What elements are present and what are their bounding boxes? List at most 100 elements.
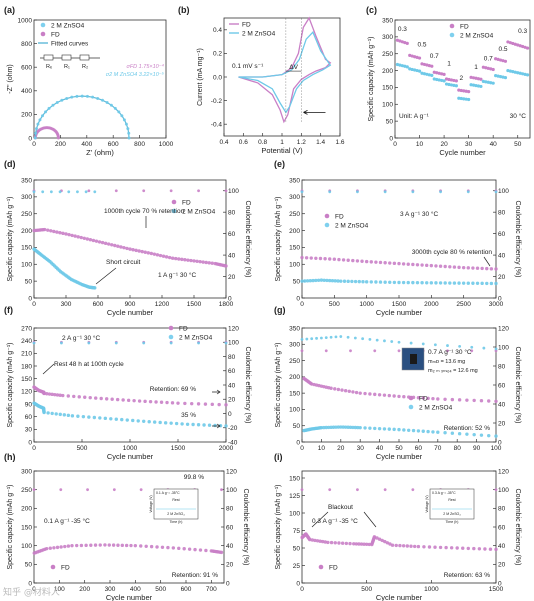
equivalent-circuit: Rₑ R₁ R₂ [40, 54, 100, 70]
x-tick-label: 500 [329, 301, 340, 308]
capacity-point [342, 279, 347, 283]
capacity-point [479, 433, 484, 437]
capacity-point [42, 410, 46, 415]
condition-label: 0.3 A g⁻¹ -35 °C [312, 517, 358, 525]
capacity-point [322, 425, 326, 430]
retention-label: 1000th cycle 70 % retention [104, 208, 185, 215]
capacity-point [487, 433, 491, 438]
rate-point [479, 77, 483, 81]
y2-tick-label: 0 [226, 580, 230, 587]
ce-point [112, 488, 116, 492]
capacity-point [457, 431, 462, 436]
rate-point [484, 66, 488, 70]
ce-point [76, 190, 79, 194]
capacity-point [339, 425, 343, 429]
capacity-point [79, 235, 83, 240]
capacity-point [330, 279, 335, 283]
capacity-point [158, 420, 162, 425]
legend-marker [449, 32, 455, 38]
capacity-point [372, 535, 377, 539]
capacity-point [133, 543, 138, 548]
capacity-point [368, 392, 372, 396]
capacity-point [191, 422, 195, 427]
capacity-point [406, 262, 410, 266]
short-circuit-label: Short circuit [106, 259, 141, 266]
x-tick-label: 900 [125, 301, 136, 308]
capacity-point [106, 242, 111, 246]
x-axis-label: Potential (V) [261, 146, 303, 155]
capacity-point [107, 543, 111, 547]
x-tick-label: 40 [376, 445, 384, 452]
y-tick-label: 0.4 [213, 27, 222, 34]
y2-tick-label: 40 [498, 252, 506, 259]
rate-point [447, 82, 451, 87]
retention-label: Retention: 63 % [444, 572, 490, 579]
y-tick-label: 100 [21, 262, 32, 269]
ce-point [494, 347, 498, 351]
capacity-point [84, 543, 88, 548]
ce-point [320, 336, 323, 340]
capacity-point [402, 395, 406, 399]
capacity-point [337, 541, 341, 545]
ce-point [300, 190, 304, 194]
y-tick-label: 200 [21, 112, 32, 119]
y2-tick-label: 60 [228, 368, 236, 375]
retention-ref-label: 35 % [181, 412, 196, 419]
capacity-point [125, 418, 129, 422]
legend-label: 2 M ZnSO4 [179, 335, 213, 342]
panel-letter: (f) [4, 305, 13, 315]
y-tick-label: 250 [289, 358, 300, 365]
annotation-arrow [483, 256, 491, 267]
y-tick-label: 150 [382, 85, 393, 92]
retention-label: Retention: 91 % [172, 572, 218, 579]
data-point [117, 110, 121, 114]
capacity-point [401, 280, 406, 285]
panel-letter: (h) [4, 452, 16, 462]
data-point [41, 114, 45, 118]
x-axis-label: Cycle number [376, 308, 423, 317]
y-axis-label: Specific capacity (mAh g⁻¹) [275, 343, 282, 428]
capacity-point [357, 542, 361, 546]
ce-point [41, 190, 45, 194]
x-tick-label: 1.6 [335, 139, 344, 146]
capacity-point [42, 391, 46, 396]
capacity-point [421, 429, 425, 433]
temp-label: 30 °C [510, 112, 527, 120]
y2-tick-label: 100 [498, 188, 509, 195]
x-tick-label: 0.8 [258, 139, 267, 146]
capacity-point [176, 401, 180, 405]
x-tick-label: 50 [514, 141, 522, 148]
scan-arrow [303, 110, 326, 115]
rate-point [523, 45, 527, 49]
capacity-point [224, 264, 228, 268]
x-axis-label: Cycle number [439, 148, 486, 157]
x-tick-label: 30 [357, 445, 365, 452]
capacity-point [331, 425, 336, 429]
y-tick-label: 250 [21, 487, 32, 494]
capacity-point [494, 399, 498, 403]
capacity-point [461, 265, 466, 270]
x-tick-label: 0 [300, 445, 304, 452]
ce-point [411, 190, 415, 194]
y-tick-label: 50 [25, 278, 33, 285]
annotation-arrow [311, 511, 329, 528]
capacity-point [300, 255, 304, 260]
panel-letter: (i) [274, 452, 283, 462]
rate-point [442, 72, 446, 76]
circuit-label: R₂ [82, 64, 88, 70]
capacity-point [358, 391, 362, 395]
capacity-point [494, 434, 498, 438]
capacity-point [111, 543, 116, 547]
capacity-point [73, 234, 77, 238]
x-tick-label: 200 [55, 141, 66, 148]
capacity-point [104, 397, 109, 401]
capacity-point [61, 231, 65, 236]
ce-point [353, 336, 357, 340]
capacity-point [46, 411, 50, 415]
x-axis-label: Cycle number [376, 593, 423, 601]
x-tick-label: 0.6 [239, 139, 248, 146]
capacity-point [436, 397, 440, 401]
capacity-point [353, 279, 358, 284]
capacity-point [55, 230, 59, 234]
capacity-point [182, 547, 186, 551]
